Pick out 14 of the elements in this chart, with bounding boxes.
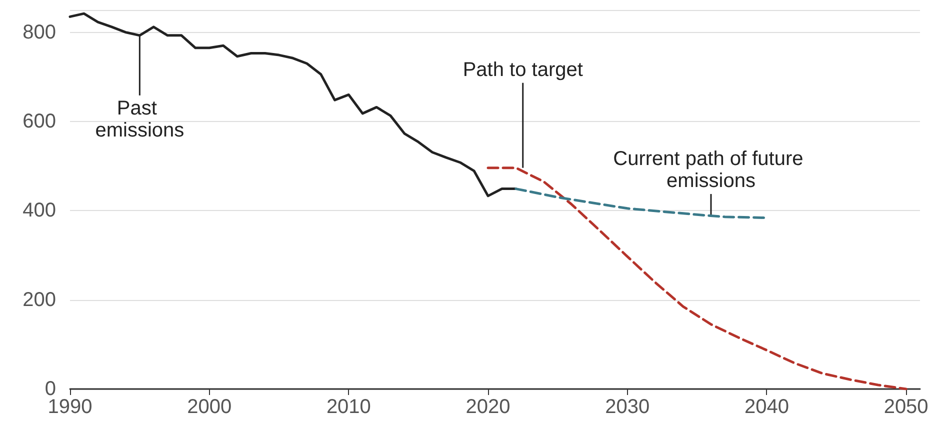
annotation: Path to target (462, 58, 584, 81)
annotation: Current path of future emissions (613, 148, 809, 192)
y-tick-label: 200 (22, 288, 56, 311)
annotation: Past emissions (95, 97, 184, 142)
x-tick-label: 2010 (326, 396, 371, 418)
line-series (514, 188, 768, 220)
y-tick-label: 400 (22, 200, 56, 222)
y-tick-label: 600 (22, 110, 56, 132)
x-tick-label: 2000 (187, 396, 232, 418)
x-tick-label: 2020 (466, 396, 510, 418)
y-tick-label: 800 (22, 21, 56, 44)
x-tick-label: 2040 (744, 396, 789, 418)
x-tick-label: 2030 (605, 396, 650, 418)
x-tick-label: 2050 (884, 396, 928, 418)
